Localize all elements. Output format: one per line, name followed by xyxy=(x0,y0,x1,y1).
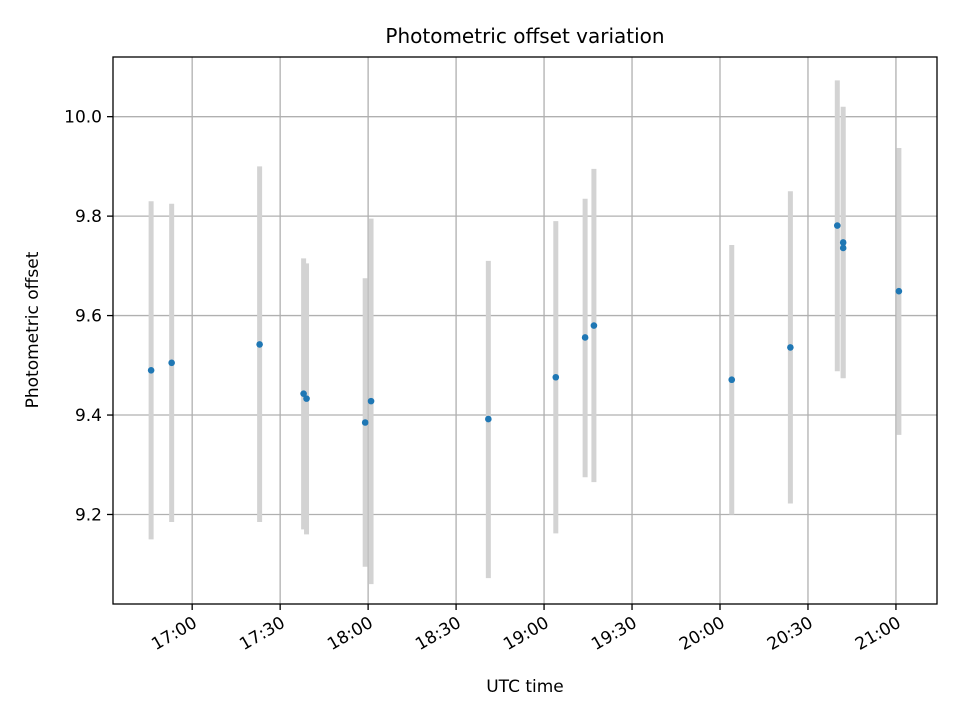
data-point xyxy=(581,334,589,341)
y-tick-label: 10.0 xyxy=(64,108,102,128)
data-point xyxy=(147,366,155,374)
data-point xyxy=(895,287,903,295)
y-axis-ticks: 9.2 9.4 9.6 9.8 10.0 xyxy=(64,108,113,525)
data-point xyxy=(839,244,847,252)
data-point xyxy=(787,344,794,351)
data-point xyxy=(256,341,263,348)
y-tick-label: 9.4 xyxy=(75,406,102,426)
data-point xyxy=(361,419,369,426)
data-point xyxy=(833,222,841,229)
data-point xyxy=(728,376,736,384)
data-point xyxy=(590,322,598,329)
grid xyxy=(113,57,937,604)
data-point xyxy=(367,397,375,405)
chart-title: Photometric offset variation xyxy=(385,24,664,48)
data-point xyxy=(839,239,847,246)
data-point xyxy=(552,373,560,381)
data-point xyxy=(303,395,310,402)
data-point xyxy=(168,359,175,367)
y-tick-label: 9.6 xyxy=(75,307,102,327)
data-points xyxy=(147,222,903,426)
y-tick-label: 9.2 xyxy=(75,505,102,525)
plot-frame xyxy=(112,56,938,605)
data-point xyxy=(300,390,307,397)
x-axis-label: UTC time xyxy=(486,677,564,697)
data-point xyxy=(485,415,492,423)
y-tick-label: 9.8 xyxy=(75,207,102,227)
y-axis-label: Photometric offset xyxy=(23,251,43,408)
